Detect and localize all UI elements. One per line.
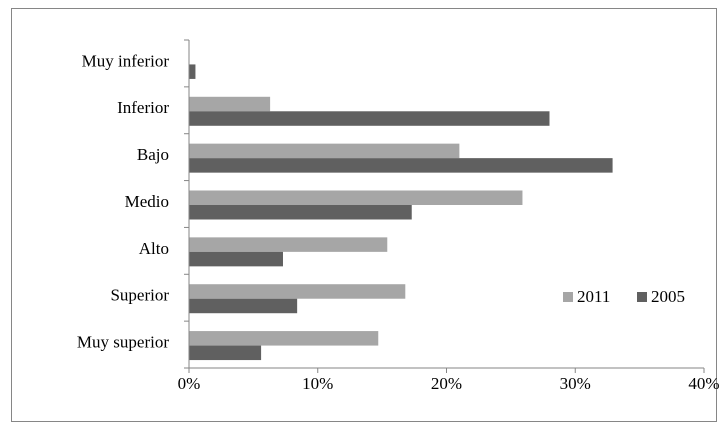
y-tick-label: Alto bbox=[139, 239, 169, 258]
x-tick-label: 20% bbox=[431, 374, 462, 393]
legend-label: 2005 bbox=[651, 287, 685, 306]
bar bbox=[189, 143, 460, 159]
y-tick-label: Superior bbox=[110, 286, 169, 305]
y-tick-label: Muy superior bbox=[77, 332, 169, 351]
legend-swatch bbox=[563, 292, 573, 302]
y-tick-label: Medio bbox=[125, 192, 169, 211]
legend-swatch bbox=[637, 292, 647, 302]
y-tick-label: Bajo bbox=[137, 145, 169, 164]
x-tick-label: 10% bbox=[302, 374, 333, 393]
y-tick-label: Muy inferior bbox=[82, 51, 170, 70]
bar bbox=[189, 64, 196, 79]
bar bbox=[189, 331, 379, 346]
bar bbox=[189, 158, 613, 173]
x-tick-label: 0% bbox=[178, 374, 201, 393]
bar bbox=[189, 190, 523, 205]
bar bbox=[189, 345, 262, 361]
bar bbox=[189, 251, 283, 267]
bar bbox=[189, 284, 406, 299]
x-tick-label: 40% bbox=[688, 374, 719, 393]
bar bbox=[189, 298, 298, 314]
legend-label: 2011 bbox=[577, 287, 610, 306]
bar bbox=[189, 237, 388, 252]
bar bbox=[189, 111, 550, 126]
bar bbox=[189, 96, 271, 112]
x-tick-label: 30% bbox=[560, 374, 591, 393]
y-tick-label: Inferior bbox=[117, 98, 169, 117]
bar bbox=[189, 205, 412, 220]
